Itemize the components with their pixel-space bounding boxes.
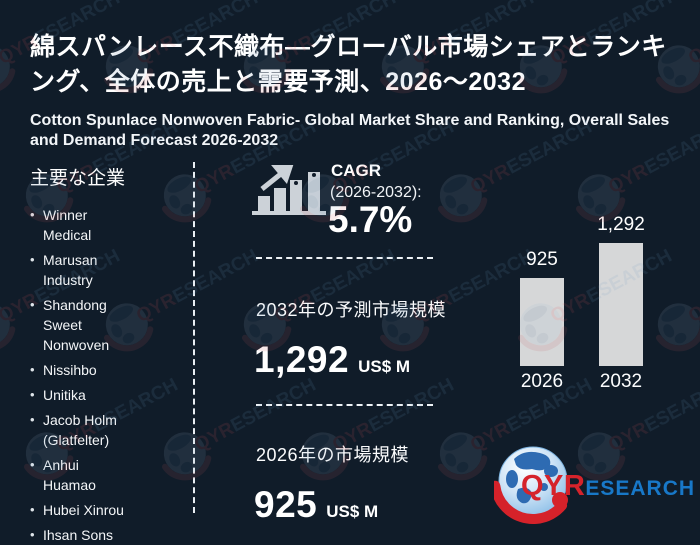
forecast-unit: US$ M — [358, 357, 411, 376]
bullet-icon: • — [30, 527, 35, 542]
watermark-text-research: ESEARCH — [227, 374, 320, 437]
logo-text-research: ESEARCH — [585, 477, 696, 500]
watermark-text-research: ESEARCH — [169, 245, 262, 308]
company-item: • Nissihbo — [30, 360, 125, 380]
base-unit: US$ M — [326, 502, 379, 521]
dashed-divider — [256, 404, 433, 406]
company-name: Marusan Industry — [43, 252, 98, 288]
chart-bar-column: 1,292 — [597, 214, 645, 366]
chart-categories: 2026 2032 — [520, 371, 643, 393]
bar-category-label: 2032 — [599, 371, 643, 392]
bullet-icon: • — [30, 207, 35, 222]
companies-heading: 主要な企業 — [30, 168, 126, 189]
company-name: Unitika — [43, 387, 86, 403]
bar-category-label: 2026 — [520, 371, 564, 392]
company-item: • Ihsan Sons — [30, 525, 125, 545]
base-number: 925 — [254, 484, 318, 525]
base-size-label: 2026年の市場規模 — [256, 445, 410, 465]
company-item: • Unitika — [30, 385, 125, 405]
watermark-text-qyr: QYR — [191, 418, 238, 457]
watermark-text-qyr: QYR — [685, 289, 700, 328]
logo-text: QYR ESEARCH — [521, 470, 695, 503]
company-item: • Anhui Huamao — [30, 455, 125, 495]
logo-text-qyr: QYR — [521, 470, 586, 502]
vertical-dashed-divider — [193, 162, 195, 513]
qyresearch-logo: QYR ESEARCH — [494, 441, 694, 529]
chart-bar-column: 925 — [520, 249, 564, 366]
company-name: Winner Medical — [43, 207, 92, 243]
company-item: • Jacob Holm (Glatfelter) — [30, 410, 125, 450]
watermark-text-qyr: QYR — [191, 160, 238, 199]
growth-chart-icon — [250, 164, 330, 222]
bullet-icon: • — [30, 387, 35, 402]
company-name: Hubei Xinrou — [43, 502, 124, 518]
company-list: • Winner Medical • Marusan Industry • Shandon… — [30, 205, 140, 545]
chart-bars: 925 1,292 — [520, 214, 645, 366]
chart-bar — [520, 278, 564, 366]
watermark-text-qyr: QYR — [605, 160, 652, 199]
page-title: 綿スパンレース不織布―グローバル市場シェアとランキング、全体の売上と需要予測、2… — [30, 33, 667, 96]
watermark-text-research: ESEARCH — [365, 374, 458, 437]
forecast-number: 1,292 — [254, 339, 350, 380]
page-subtitle: Cotton Spunlace Nonwoven Fabric- Global … — [30, 112, 670, 149]
base-size-value: 925 US$ M — [254, 484, 378, 526]
cagr-range: (2026-2032): — [330, 184, 422, 201]
company-name: Anhui Huamao — [43, 457, 96, 493]
bullet-icon: • — [30, 412, 35, 427]
company-item: • Marusan Industry — [30, 250, 125, 290]
watermark-text-qyr: QYR — [133, 289, 180, 328]
company-name: Nissihbo — [43, 362, 97, 378]
company-name: Shandong Sweet Nonwoven — [43, 297, 110, 353]
company-item: • Hubei Xinrou — [30, 500, 125, 520]
chart-bar — [599, 243, 643, 366]
watermark-text-qyr: QYR — [467, 160, 514, 199]
globe-icon — [494, 441, 576, 524]
bullet-icon: • — [30, 457, 35, 472]
watermark-text-research: ESEARCH — [641, 374, 700, 437]
bullet-icon: • — [30, 252, 35, 267]
bar-value-label: 925 — [526, 249, 558, 270]
dashed-divider — [256, 257, 433, 259]
bar-value-label: 1,292 — [597, 214, 645, 235]
bar-chart: 925 1,292 2026 2032 — [520, 214, 645, 393]
cagr-label: CAGR — [331, 161, 382, 180]
bullet-icon: • — [30, 297, 35, 312]
company-item: • Winner Medical — [30, 205, 125, 245]
bullet-icon: • — [30, 502, 35, 517]
company-item: • Shandong Sweet Nonwoven — [30, 295, 125, 355]
company-name: Ihsan Sons — [43, 527, 114, 543]
company-name: Jacob Holm (Glatfelter) — [43, 412, 117, 448]
bullet-icon: • — [30, 362, 35, 377]
forecast-size-label: 2032年の予測市場規模 — [256, 300, 447, 320]
cagr-value: 5.7% — [328, 199, 413, 240]
forecast-size-value: 1,292 US$ M — [254, 339, 410, 381]
